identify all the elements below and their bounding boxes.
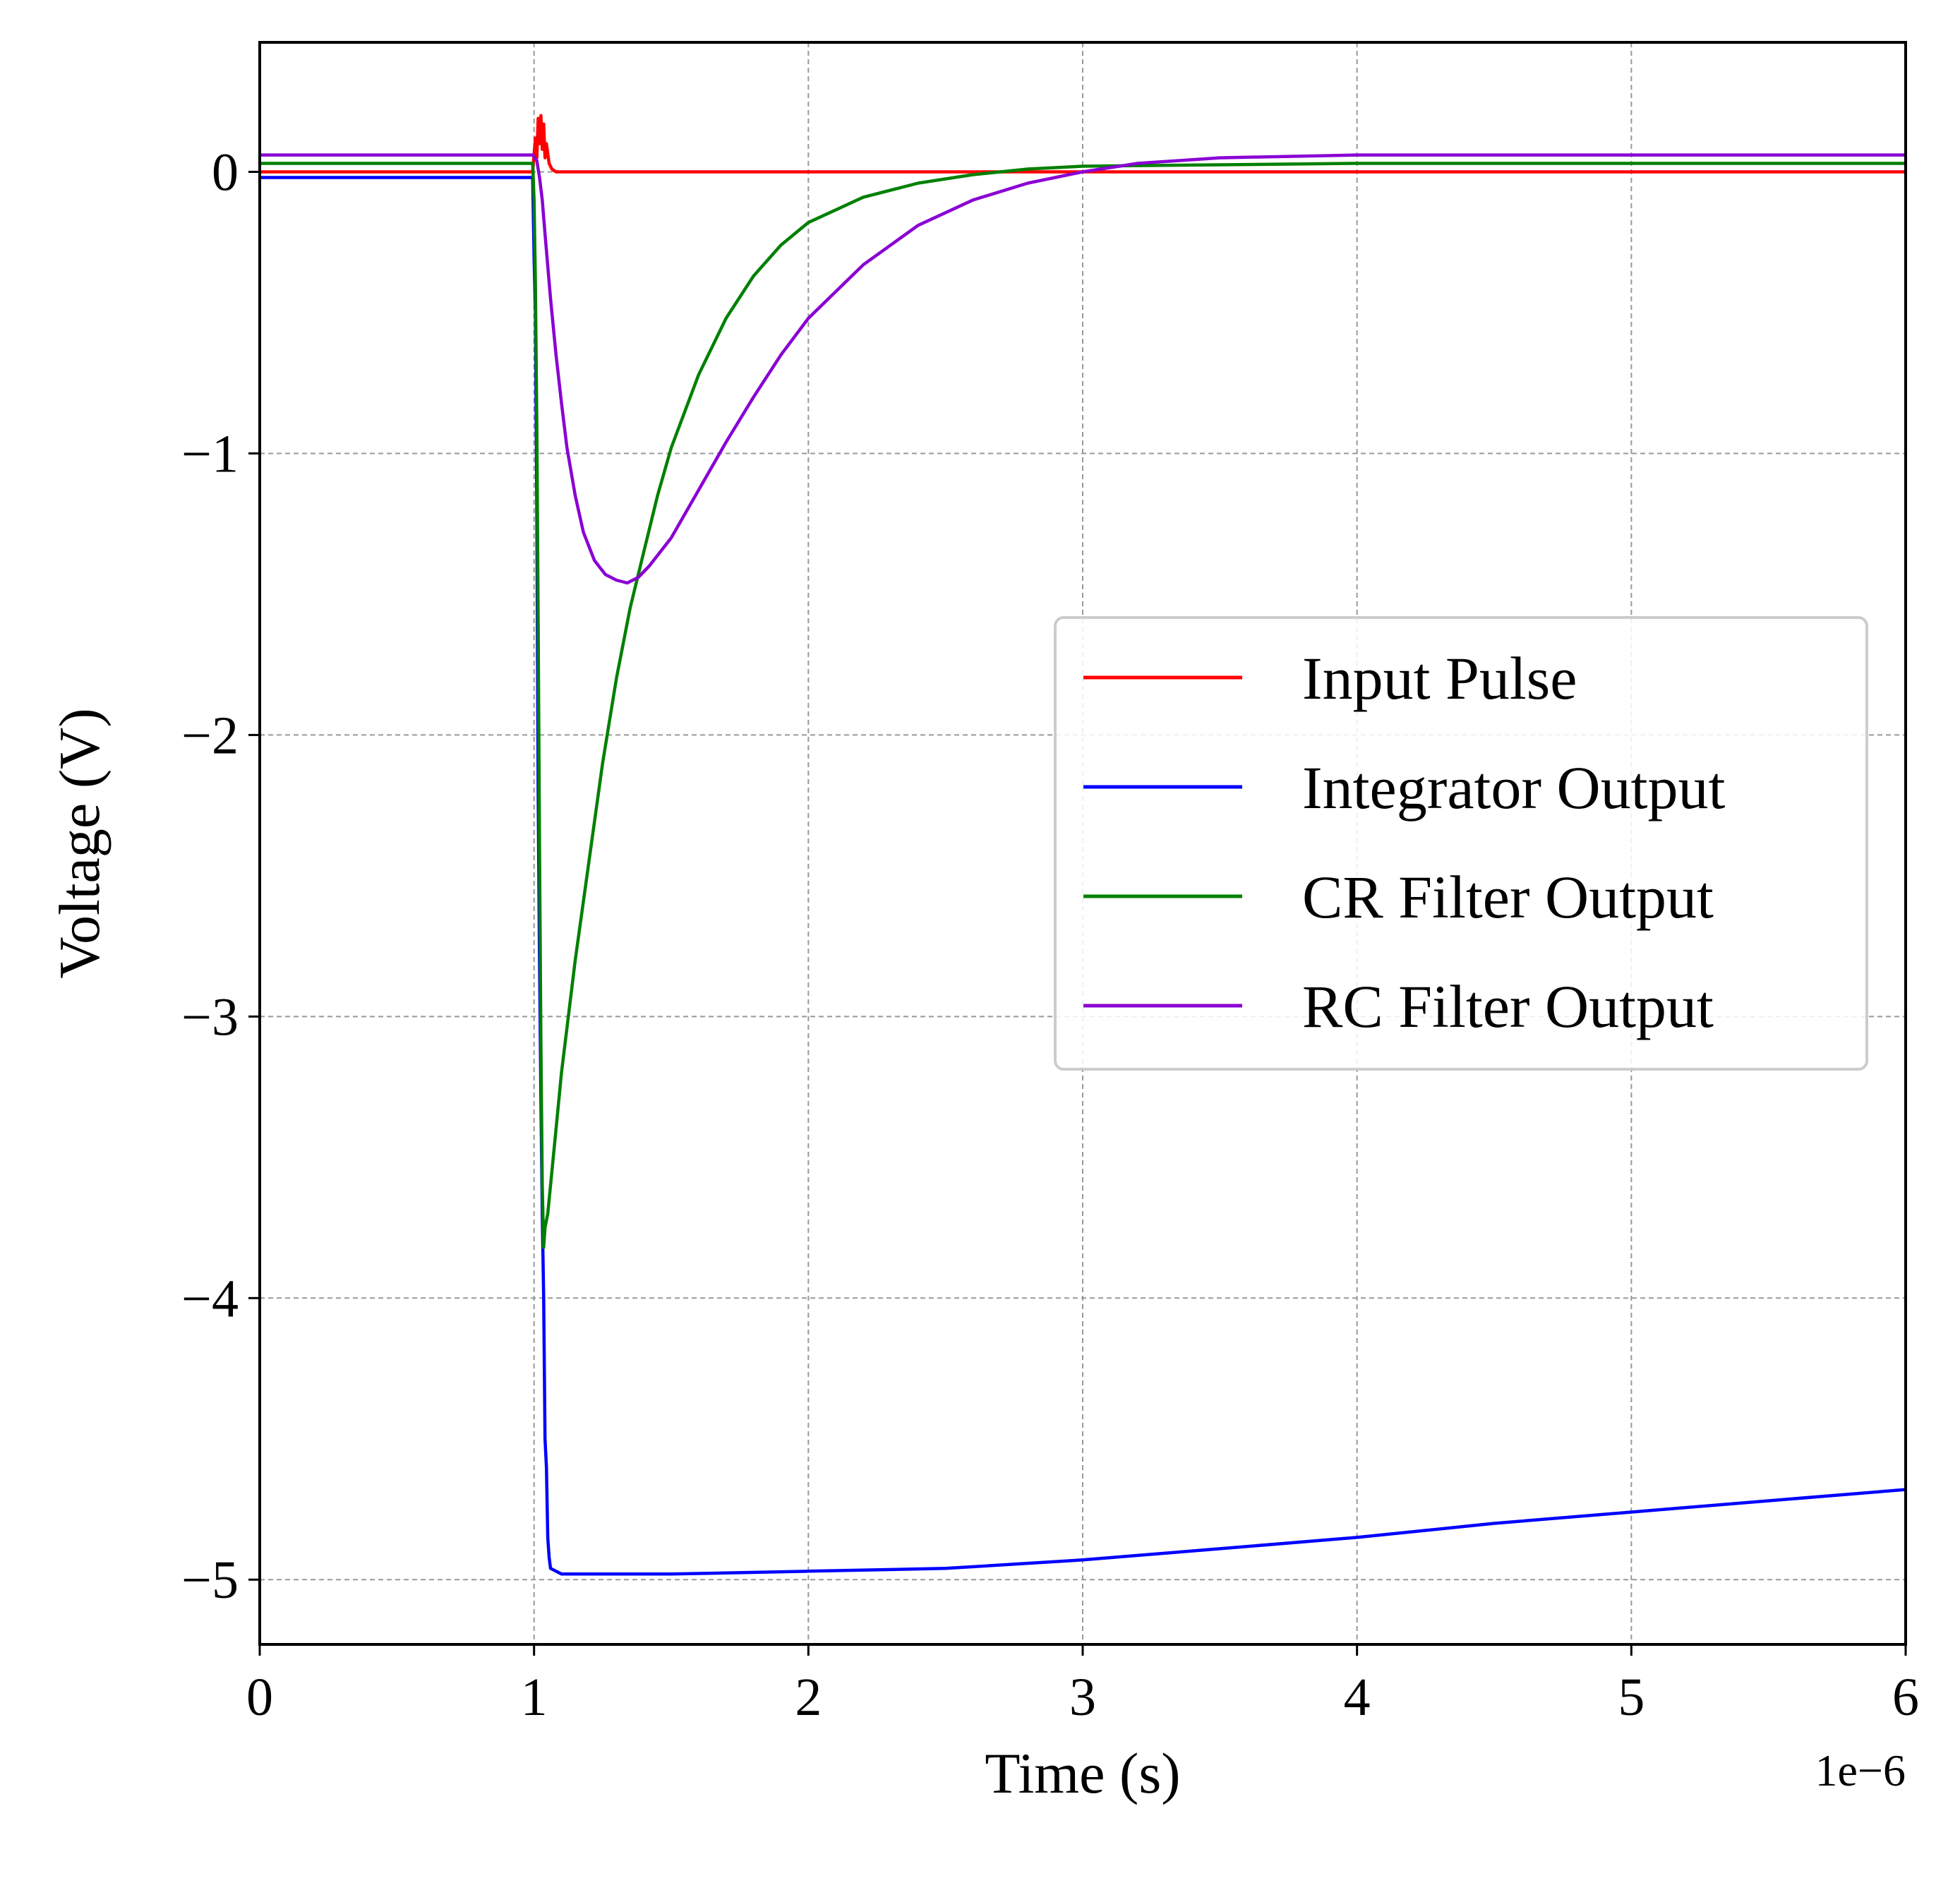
series-lines xyxy=(260,114,1906,1576)
axis-ticks: 0 1 2 3 4 5 6 0 −1 −2 −3 −4 −5 xyxy=(181,143,1919,1727)
y-tick-label: −2 xyxy=(181,706,239,765)
series-line-4 xyxy=(260,153,1906,585)
legend-label: Input Pulse xyxy=(1302,644,1577,712)
y-tick-label: −5 xyxy=(181,1551,239,1610)
legend-label: Integrator Output xyxy=(1302,754,1726,821)
legend-box xyxy=(1054,616,1868,1071)
x-tick-label: 0 xyxy=(246,1668,273,1727)
legend: Input Pulse Integrator Output CR Filter Ou… xyxy=(1054,616,1868,1071)
x-tick-label: 2 xyxy=(795,1668,822,1727)
y-tick-label: −1 xyxy=(181,424,239,483)
x-tick-label: 1 xyxy=(521,1668,548,1727)
y-tick-label: −4 xyxy=(181,1269,239,1328)
x-axis-offset-label: 1e−6 xyxy=(1815,1745,1906,1795)
x-tick-label: 5 xyxy=(1618,1668,1645,1727)
series-line-3 xyxy=(260,162,1906,1249)
y-tick-label: 0 xyxy=(212,143,239,203)
legend-entries: Input Pulse Integrator Output CR Filter Ou… xyxy=(1083,644,1726,1040)
y-tick-label: −3 xyxy=(181,987,239,1047)
x-tick-label: 4 xyxy=(1344,1668,1371,1727)
legend-label: CR Filter Output xyxy=(1302,863,1714,931)
x-axis-label: Time (s) xyxy=(985,1741,1180,1805)
legend-label: RC Filter Output xyxy=(1302,973,1714,1040)
x-tick-label: 3 xyxy=(1069,1668,1096,1727)
y-axis-label: Voltage (V) xyxy=(47,708,112,978)
x-tick-label: 6 xyxy=(1892,1668,1919,1727)
